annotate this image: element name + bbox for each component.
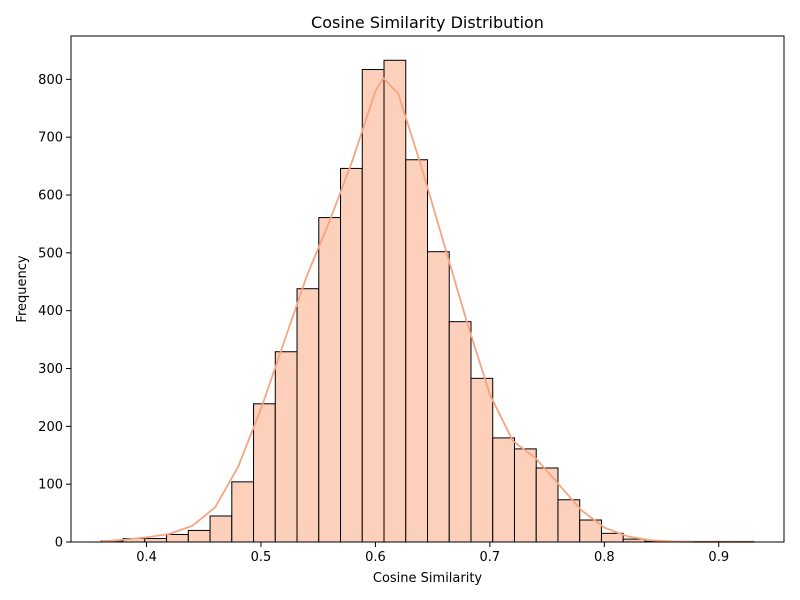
histogram-bar bbox=[274, 351, 298, 543]
histogram-bar bbox=[253, 403, 276, 543]
y-tick-label: 400 bbox=[38, 304, 63, 319]
histogram-bar bbox=[600, 532, 624, 543]
histogram-bar bbox=[427, 251, 450, 543]
histogram-bar bbox=[296, 288, 320, 543]
y-axis-title: Frequency bbox=[15, 255, 30, 322]
x-tick-label: 0.6 bbox=[365, 550, 386, 565]
kde-curve bbox=[101, 76, 754, 543]
plot-frame bbox=[70, 35, 785, 543]
histogram-bar bbox=[513, 448, 537, 543]
y-tick-label: 200 bbox=[38, 420, 63, 435]
histogram-bar bbox=[187, 529, 211, 543]
histogram-bar bbox=[231, 481, 255, 543]
x-tick-label: 0.8 bbox=[594, 550, 615, 565]
y-tick-label: 300 bbox=[38, 362, 63, 377]
histogram-bar bbox=[209, 515, 233, 543]
x-axis: 0.4 0.5 0.6 0.7 0.8 0.9 bbox=[136, 542, 729, 565]
y-tick-label: 800 bbox=[38, 73, 63, 88]
histogram-bar bbox=[492, 437, 515, 543]
histogram-bar bbox=[448, 321, 472, 543]
histogram-bar bbox=[166, 533, 189, 543]
histogram-bar bbox=[470, 377, 494, 543]
y-axis: 0 100 200 300 400 500 600 700 800 bbox=[38, 73, 71, 551]
x-tick-label: 0.5 bbox=[251, 550, 272, 565]
x-axis-title: Cosine Similarity bbox=[373, 571, 483, 586]
y-tick-label: 0 bbox=[55, 536, 63, 551]
x-tick-label: 0.4 bbox=[136, 550, 157, 565]
y-tick-label: 700 bbox=[38, 131, 63, 146]
x-tick-label: 0.9 bbox=[708, 550, 729, 565]
histogram-bar bbox=[557, 499, 581, 543]
histogram-bar bbox=[361, 69, 385, 543]
histogram-bar bbox=[144, 538, 168, 543]
chart-title: Cosine Similarity Distribution bbox=[311, 13, 544, 32]
bars-group bbox=[100, 59, 755, 543]
y-tick-label: 100 bbox=[38, 478, 63, 493]
y-tick-label: 500 bbox=[38, 246, 63, 261]
histogram-bar bbox=[405, 159, 429, 543]
x-tick-label: 0.7 bbox=[480, 550, 501, 565]
histogram-bar bbox=[340, 167, 363, 543]
histogram-bar bbox=[383, 59, 407, 543]
y-tick-label: 600 bbox=[38, 189, 63, 204]
histogram-bar bbox=[318, 217, 342, 543]
